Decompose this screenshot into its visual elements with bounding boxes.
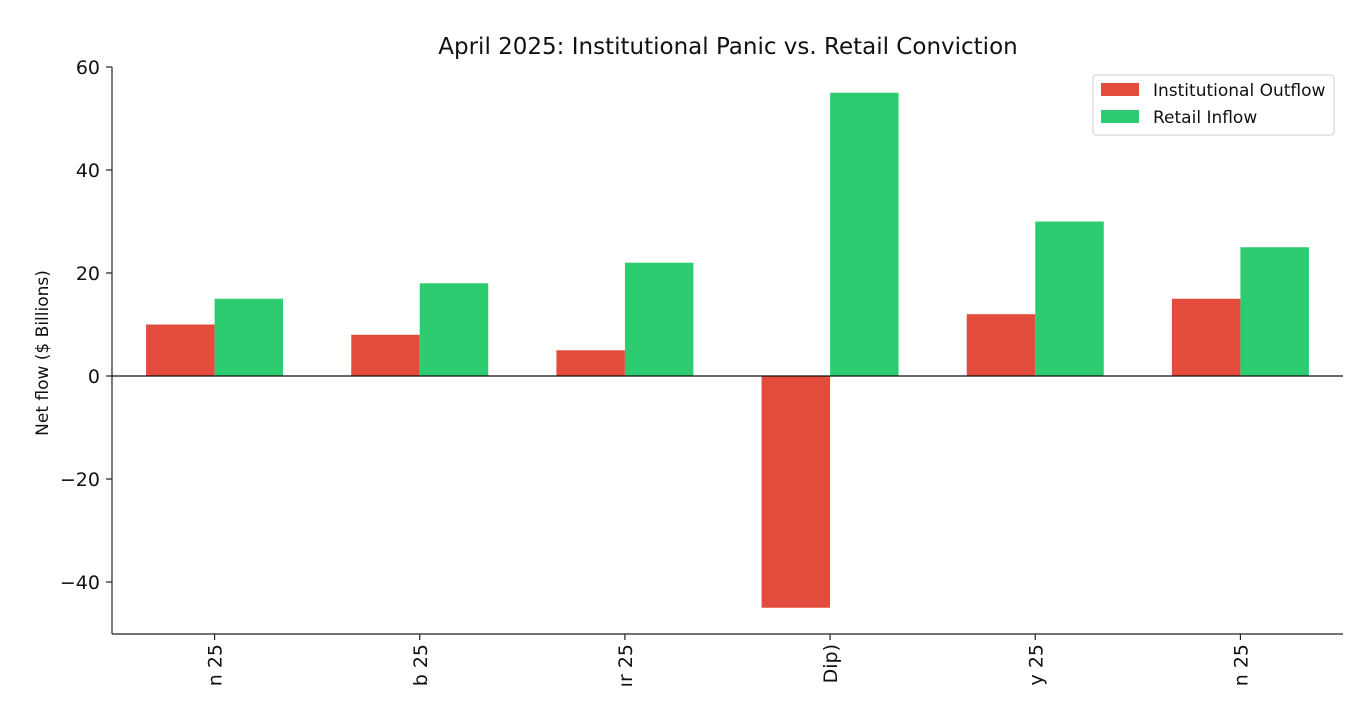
bar-institutional-outflow-0	[146, 324, 215, 376]
y-axis-label: Net flow ($ Billions)	[33, 270, 53, 436]
y-tick-label: −40	[60, 572, 100, 594]
bar-retail-inflow-0	[214, 298, 284, 376]
x-tick-label: Dip)	[820, 644, 842, 683]
bar-institutional-outflow-4	[966, 314, 1036, 376]
bar-retail-inflow-3	[830, 92, 899, 376]
chart-legend: Institutional Outflow Retail Inflow	[1092, 74, 1335, 136]
chart-title: April 2025: Institutional Panic vs. Reta…	[438, 34, 1017, 60]
axes-layer	[111, 67, 1343, 635]
bar-institutional-outflow-3	[761, 376, 831, 608]
x-tick-label: n 25	[205, 644, 227, 686]
bar-retail-inflow-1	[419, 283, 489, 376]
y-ticks-layer: −40 −20 0 20 40 60	[60, 57, 112, 594]
y-tick-label: 40	[76, 160, 100, 182]
bar-retail-inflow-5	[1240, 247, 1309, 376]
bar-institutional-outflow-1	[351, 334, 420, 376]
x-tick-label: ır 25	[615, 644, 637, 687]
y-tick-label: 20	[76, 263, 100, 285]
bar-institutional-outflow-2	[556, 350, 625, 376]
x-ticks-layer: n 25 b 25 ır 25 Dip) y 25 n 25	[205, 634, 1252, 687]
y-tick-label: 0	[88, 366, 100, 388]
bar-retail-inflow-4	[1035, 221, 1104, 376]
bars-layer	[146, 92, 1309, 608]
x-tick-label: y 25	[1025, 644, 1047, 685]
legend-swatch-institutional-outflow	[1101, 83, 1139, 96]
y-tick-label: −20	[60, 469, 100, 491]
legend-label-retail-inflow: Retail Inflow	[1153, 108, 1257, 128]
x-tick-label: n 25	[1230, 644, 1252, 686]
x-tick-label: b 25	[410, 644, 432, 686]
bar-institutional-outflow-5	[1171, 298, 1241, 376]
legend-swatch-retail-inflow	[1101, 110, 1139, 123]
legend-frame	[1092, 74, 1335, 136]
y-tick-label: 60	[76, 57, 100, 79]
bar-retail-inflow-2	[624, 262, 694, 376]
legend-label-institutional-outflow: Institutional Outflow	[1153, 81, 1326, 101]
